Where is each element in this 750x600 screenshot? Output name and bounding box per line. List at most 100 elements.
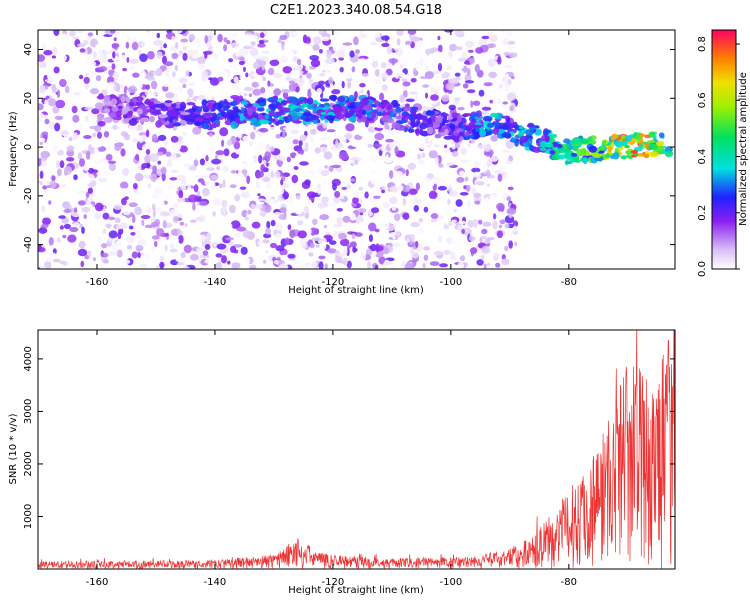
- heatmap-cell: [250, 203, 256, 210]
- heatmap-cell: [41, 174, 50, 181]
- colorbar-gradient: [712, 30, 736, 269]
- heatmap-cell: [256, 107, 265, 112]
- heatmap-cell: [91, 143, 102, 148]
- heatmap-cell: [206, 102, 215, 110]
- heatmap-cell: [170, 169, 179, 173]
- heatmap-cell: [502, 124, 510, 131]
- heatmap-cell: [438, 163, 444, 168]
- heatmap-cell: [467, 253, 471, 257]
- heatmap-cell: [252, 35, 258, 42]
- heatmap-cell: [331, 178, 341, 186]
- heatmap-cell: [266, 182, 272, 190]
- heatmap-cell: [257, 241, 263, 246]
- heatmap-cell: [333, 105, 341, 114]
- heatmap-cell: [156, 32, 161, 39]
- heatmap-cell: [204, 35, 208, 44]
- heatmap-cell: [298, 100, 303, 104]
- heatmap-cell: [111, 106, 119, 112]
- heatmap-cell: [243, 45, 253, 50]
- heatmap-cell: [178, 87, 183, 94]
- heatmap-cell: [238, 92, 243, 96]
- heatmap-cell: [376, 177, 385, 187]
- heatmap-cell: [497, 56, 502, 65]
- heatmap-cell: [445, 179, 451, 186]
- figure-title: C2E1.2023.340.08.54.G18: [270, 3, 442, 18]
- heatmap-cell: [396, 38, 401, 46]
- heatmap-cell: [38, 158, 42, 167]
- heatmap-cell: [238, 169, 242, 178]
- heatmap-cell: [346, 159, 354, 163]
- heatmap-cell: [487, 53, 496, 57]
- x-tick-label: -160: [86, 277, 109, 288]
- heatmap-cell: [85, 259, 89, 264]
- heatmap-cell: [481, 245, 491, 254]
- heatmap-cell: [249, 264, 257, 269]
- heatmap-cell: [607, 145, 613, 153]
- heatmap-cell: [144, 224, 154, 229]
- heatmap-cell: [501, 132, 512, 138]
- heatmap-cell: [94, 147, 99, 156]
- heatmap-cell: [456, 176, 465, 183]
- heatmap-cell: [352, 185, 356, 192]
- heatmap-cell: [336, 49, 345, 58]
- heatmap-cell: [304, 211, 310, 219]
- heatmap-cell: [59, 160, 65, 169]
- heatmap-cell: [199, 158, 205, 166]
- heatmap-cell: [297, 220, 304, 226]
- x-tick-label: -120: [322, 277, 345, 288]
- heatmap-cell: [255, 198, 266, 202]
- heatmap-cell: [240, 101, 248, 105]
- heatmap-cell: [163, 83, 169, 88]
- heatmap-cell: [43, 49, 53, 56]
- heatmap-cell: [171, 144, 182, 151]
- heatmap-cell: [172, 103, 177, 108]
- heatmap-cell: [347, 80, 352, 89]
- heatmap-cell: [341, 138, 347, 145]
- heatmap-cell: [588, 145, 598, 153]
- heatmap-cell: [258, 145, 268, 152]
- heatmap-cell: [253, 61, 261, 70]
- heatmap-cell: [119, 188, 130, 193]
- heatmap-cell: [286, 156, 291, 163]
- heatmap-cell: [390, 129, 399, 135]
- heatmap-cell: [460, 159, 469, 163]
- heatmap-cell: [175, 41, 179, 49]
- heatmap-cell: [403, 107, 411, 112]
- heatmap-cell: [223, 37, 228, 43]
- heatmap-cell: [122, 72, 128, 77]
- heatmap-cell: [394, 73, 400, 79]
- heatmap-cell: [176, 228, 181, 235]
- heatmap-cell: [248, 93, 253, 97]
- heatmap-cell: [284, 237, 290, 246]
- heatmap-cell: [109, 209, 114, 216]
- heatmap-cell: [367, 126, 376, 133]
- heatmap-cell: [103, 183, 108, 189]
- heatmap-cell: [201, 70, 208, 79]
- heatmap-cell: [229, 184, 237, 189]
- heatmap-cell: [430, 218, 438, 223]
- heatmap-cell: [145, 30, 151, 33]
- heatmap-cell: [146, 76, 156, 81]
- heatmap-cell: [93, 159, 102, 165]
- heatmap-cell: [183, 114, 193, 122]
- heatmap-cell: [514, 139, 519, 147]
- y-tick-label: 3000: [23, 399, 34, 424]
- heatmap-cell: [149, 160, 159, 166]
- heatmap-cell: [236, 226, 247, 232]
- y-tick-label: 4000: [23, 346, 34, 371]
- heatmap-cell: [59, 78, 67, 88]
- heatmap-cell: [359, 89, 364, 94]
- heatmap-cell: [281, 43, 285, 51]
- heatmap-cell: [178, 50, 183, 55]
- heatmap-cell: [338, 100, 347, 106]
- heatmap-cell: [364, 191, 369, 199]
- heatmap-cell: [449, 78, 459, 85]
- heatmap-cell: [86, 199, 92, 206]
- heatmap-cell: [308, 252, 314, 257]
- heatmap-cell: [216, 166, 221, 171]
- heatmap-cell: [317, 202, 325, 209]
- heatmap-cell: [473, 192, 482, 199]
- heatmap-cell: [62, 75, 69, 79]
- heatmap-cell: [356, 260, 362, 265]
- heatmap-cell: [353, 36, 359, 46]
